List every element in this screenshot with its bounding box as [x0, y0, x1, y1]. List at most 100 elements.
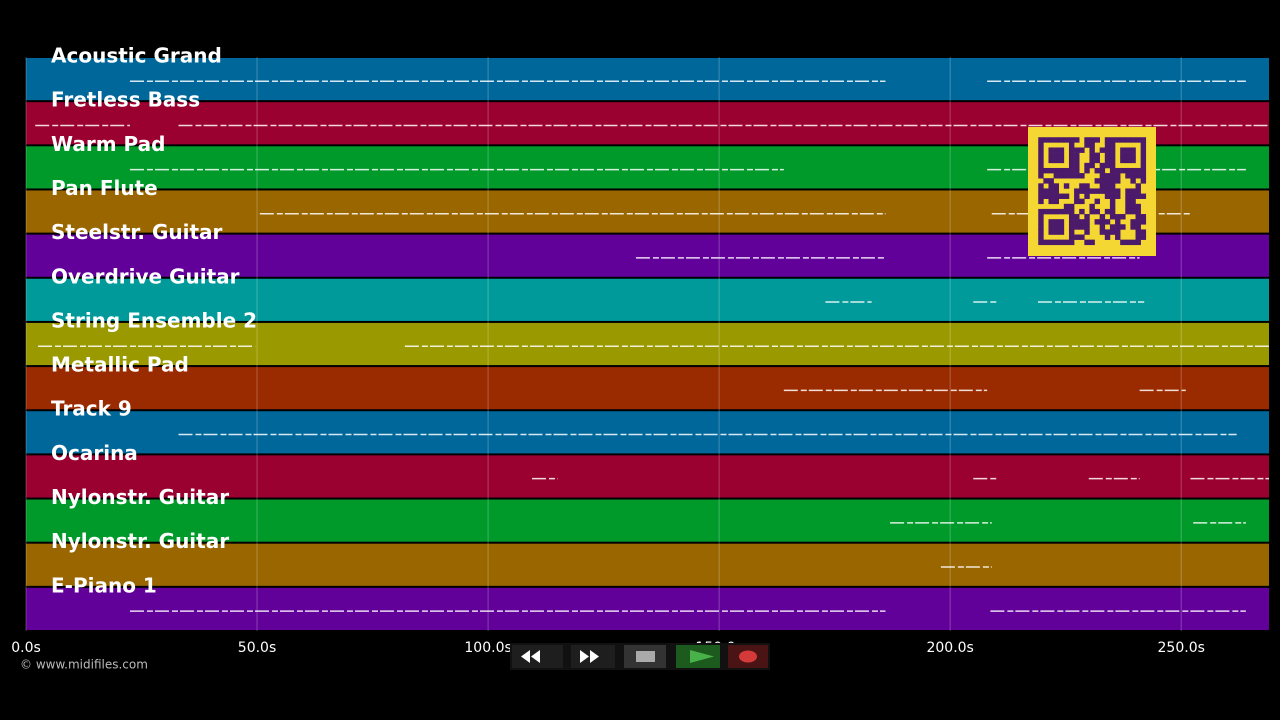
qr-cell: [1130, 167, 1136, 174]
fast-forward-button[interactable]: [571, 645, 615, 668]
qr-cell: [1120, 214, 1126, 220]
qr-cell: [1038, 229, 1044, 235]
qr-cell: [1109, 208, 1116, 215]
qr-cell: [1053, 224, 1060, 230]
qr-cell: [1038, 224, 1044, 230]
qr-cell: [1135, 214, 1141, 220]
qr-cell: [1099, 162, 1106, 169]
qr-cell: [1079, 234, 1085, 240]
qr-cell: [1109, 178, 1116, 184]
qr-cell: [1063, 193, 1070, 199]
qr-cell: [1120, 137, 1126, 143]
qr-cell: [1094, 208, 1100, 215]
track-label: Nylonstr. Guitar: [51, 529, 229, 553]
play-button[interactable]: [676, 645, 720, 668]
qr-cell: [1120, 224, 1126, 230]
qr-cell: [1079, 219, 1085, 225]
qr-cell: [1125, 208, 1131, 215]
record-button[interactable]: [728, 645, 768, 668]
qr-cell: [1140, 234, 1147, 240]
qr-cell: [1109, 137, 1116, 143]
qr-cell: [1115, 224, 1121, 230]
qr-cell: [1125, 152, 1131, 159]
qr-cell: [1130, 203, 1136, 210]
qr-cell: [1074, 198, 1080, 205]
qr-cell: [1068, 214, 1075, 220]
qr-cell: [1074, 224, 1080, 230]
qr-cell: [1048, 178, 1054, 184]
qr-cell: [1130, 137, 1136, 143]
qr-cell: [1104, 234, 1111, 240]
track-row: [26, 411, 1269, 454]
qr-cell: [1074, 173, 1080, 179]
qr-cell: [1043, 167, 1049, 174]
track-row: [26, 499, 1269, 542]
qr-cell: [1104, 178, 1111, 184]
qr-cell: [1089, 208, 1095, 215]
qr-cell: [1125, 173, 1131, 179]
qr-cell: [1135, 203, 1141, 210]
qr-cell: [1058, 193, 1065, 199]
qr-cell: [1074, 188, 1080, 194]
stop-button[interactable]: [624, 645, 666, 668]
qr-cell: [1053, 188, 1060, 194]
qr-cell: [1089, 157, 1095, 164]
track-label: Track 9: [51, 397, 132, 421]
qr-cell: [1109, 162, 1116, 169]
qr-cell: [1130, 152, 1136, 159]
qr-cell: [1094, 219, 1100, 225]
qr-cell: [1058, 224, 1065, 230]
qr-cell: [1084, 142, 1090, 148]
qr-cell: [1094, 188, 1100, 194]
qr-cell: [1068, 147, 1075, 153]
qr-cell: [1038, 167, 1044, 174]
qr-cell: [1099, 219, 1106, 225]
qr-cell: [1135, 219, 1141, 225]
qr-cell: [1120, 167, 1126, 174]
qr-cell: [1038, 137, 1044, 143]
qr-cell: [1094, 137, 1100, 143]
qr-cell: [1135, 208, 1141, 215]
qr-cell: [1089, 142, 1095, 148]
qr-cell: [1109, 173, 1116, 179]
qr-cell: [1115, 137, 1121, 143]
qr-cell: [1074, 152, 1080, 159]
qr-cell: [1058, 239, 1065, 246]
tick-label: 200.0s: [926, 640, 973, 656]
rewind-button[interactable]: [512, 645, 563, 668]
qr-cell: [1068, 208, 1075, 215]
qr-cell: [1130, 188, 1136, 194]
qr-cell: [1084, 193, 1090, 199]
qr-cell: [1115, 178, 1121, 184]
qr-cell: [1058, 208, 1065, 215]
qr-cell: [1084, 137, 1090, 143]
qr-cell: [1130, 219, 1136, 225]
qr-cell: [1104, 157, 1111, 164]
qr-cell: [1063, 239, 1070, 246]
qr-cell: [1048, 188, 1054, 194]
qr-cell: [1104, 152, 1111, 159]
qr-cell: [1048, 167, 1054, 174]
track-label: Nylonstr. Guitar: [51, 485, 229, 509]
qr-cell: [1048, 147, 1054, 153]
qr-cell: [1140, 167, 1147, 174]
track-label: Warm Pad: [51, 132, 165, 156]
qr-cell: [1130, 147, 1136, 153]
qr-cell: [1115, 193, 1121, 199]
qr-cell: [1048, 208, 1054, 215]
qr-cell: [1068, 152, 1075, 159]
track-label: Acoustic Grand: [51, 44, 222, 68]
qr-cell: [1053, 229, 1060, 235]
qr-cell: [1109, 193, 1116, 199]
qr-cell: [1068, 167, 1075, 174]
qr-code: [1028, 127, 1156, 256]
qr-cell: [1094, 152, 1100, 159]
qr-cell: [1135, 167, 1141, 174]
qr-cell: [1048, 193, 1054, 199]
qr-cell: [1135, 229, 1141, 235]
qr-cell: [1048, 239, 1054, 246]
qr-cell: [1038, 173, 1044, 179]
qr-cell: [1079, 183, 1085, 189]
qr-cell: [1094, 157, 1100, 164]
qr-cell: [1038, 162, 1044, 169]
